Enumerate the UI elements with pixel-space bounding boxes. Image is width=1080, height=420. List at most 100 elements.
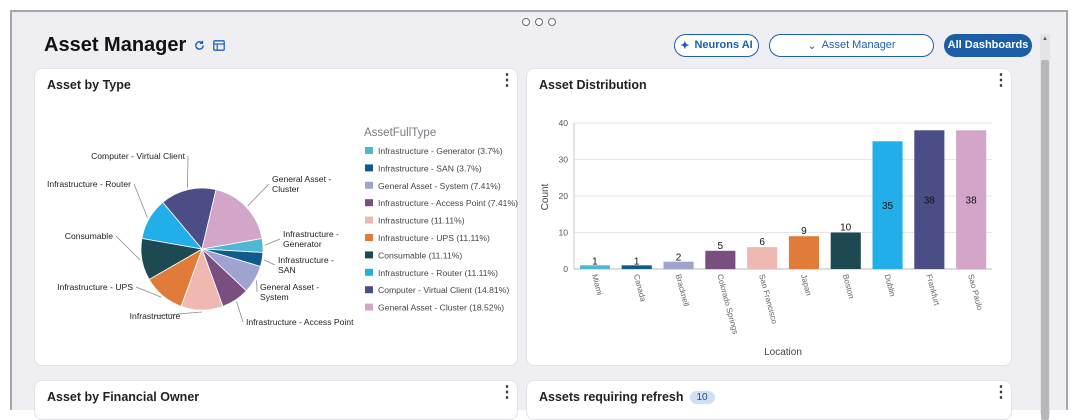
pie-leader-line xyxy=(134,184,147,218)
assets-requiring-refresh-card: Assets requiring refresh 10 ⋮ xyxy=(526,380,1012,420)
legend-item: Consumable (11.11%) xyxy=(378,250,462,260)
dashboard-select[interactable]: ⌄ Asset Manager xyxy=(769,34,934,57)
legend-item: Infrastructure - UPS (11.11%) xyxy=(378,233,490,243)
x-tick-label: Dublin xyxy=(883,273,898,297)
x-tick-label: Colorado Springs xyxy=(715,273,740,335)
x-tick-label: San Francisco xyxy=(757,273,779,325)
legend-item: General Asset - System (7.41%) xyxy=(378,181,501,191)
window-dots xyxy=(522,18,556,26)
layout-icon[interactable] xyxy=(213,40,225,51)
bar-value-label: 10 xyxy=(840,223,852,234)
y-tick-label: 30 xyxy=(558,155,568,165)
asset-by-type-card: Asset by Type ⋮ Infrastructure -Generato… xyxy=(34,68,518,366)
pie-slice-label: Infrastructure xyxy=(130,311,181,321)
page-title: Asset Manager xyxy=(44,34,186,57)
more-options-icon[interactable]: ⋮ xyxy=(499,385,509,401)
bar-value-label: 2 xyxy=(676,253,682,264)
legend-swatch xyxy=(365,304,373,311)
neurons-ai-label: Neurons AI xyxy=(694,39,752,51)
all-dashboards-button[interactable]: All Dashboards xyxy=(944,34,1032,57)
pie-leader-line xyxy=(264,260,275,265)
x-tick-label: Japan xyxy=(799,273,813,296)
x-tick-label: Sao Paulo xyxy=(966,273,984,312)
bar-value-label: 1 xyxy=(592,256,598,267)
y-tick-label: 40 xyxy=(558,118,568,128)
x-tick-label: Boston xyxy=(841,273,856,299)
pie-slice-label: General Asset -System xyxy=(260,282,319,302)
pie-chart: Infrastructure -GeneratorInfrastructure … xyxy=(35,69,519,367)
legend-swatch xyxy=(365,182,373,189)
card-title: Assets requiring refresh 10 xyxy=(539,390,715,404)
scrollbar[interactable]: ▲ xyxy=(1040,34,1050,414)
all-dashboards-label: All Dashboards xyxy=(948,39,1029,51)
window-dot[interactable] xyxy=(535,18,543,26)
bar-chart: 0 10 20 30 40 Count Location 1 Miami 1 Canada 2 Brac… xyxy=(527,69,1013,367)
legend-item: Infrastructure - Generator (3.7%) xyxy=(378,146,503,156)
legend-item: General Asset - Cluster (18.52%) xyxy=(378,303,504,313)
y-tick-label: 10 xyxy=(558,228,568,238)
x-tick-label: Frankfurt xyxy=(924,273,941,307)
y-axis-label: Count xyxy=(540,183,551,210)
bar xyxy=(831,233,861,270)
window-dot[interactable] xyxy=(548,18,556,26)
legend-swatch xyxy=(365,147,373,154)
bar xyxy=(747,247,777,269)
card-title-text: Assets requiring refresh xyxy=(539,390,684,404)
window-dot[interactable] xyxy=(522,18,530,26)
legend-item: Infrastructure - Access Point (7.41%) xyxy=(378,198,518,208)
bar-value-label: 38 xyxy=(924,196,936,207)
y-tick-label: 0 xyxy=(563,264,568,274)
legend-item: Computer - Virtual Client (14.81%) xyxy=(378,285,509,295)
x-tick-label: Canada xyxy=(632,273,648,303)
legend-swatch xyxy=(365,164,373,171)
neurons-ai-button[interactable]: ✦ Neurons AI xyxy=(674,34,759,57)
sparkle-icon: ✦ xyxy=(680,39,689,52)
scroll-up-icon[interactable]: ▲ xyxy=(1040,34,1050,44)
legend-swatch xyxy=(365,234,373,241)
pie-leader-line xyxy=(116,236,140,260)
legend-title: AssetFullType xyxy=(364,127,436,139)
legend-swatch xyxy=(365,251,373,258)
x-tick-label: Miami xyxy=(590,273,604,296)
more-options-icon[interactable]: ⋮ xyxy=(993,385,1003,401)
y-tick-label: 20 xyxy=(558,191,568,201)
legend-swatch xyxy=(365,286,373,293)
pie-slice-label: Infrastructure -SAN xyxy=(278,255,334,275)
bar-value-label: 35 xyxy=(882,201,894,212)
pie-leader-line xyxy=(188,156,189,188)
dashboard-select-value: Asset Manager xyxy=(822,39,896,51)
legend-item: Infrastructure - SAN (3.7%) xyxy=(378,163,482,173)
asset-by-financial-owner-card: Asset by Financial Owner ⋮ xyxy=(34,380,518,420)
pie-slice-label: Consumable xyxy=(65,231,113,241)
pie-slice-label: General Asset -Cluster xyxy=(272,174,331,194)
bar-value-label: 9 xyxy=(801,226,807,237)
header-actions: ✦ Neurons AI ⌄ Asset Manager All Dashboa… xyxy=(674,30,1032,60)
pie-leader-line xyxy=(237,302,243,322)
card-title: Asset by Financial Owner xyxy=(47,390,199,404)
legend-swatch xyxy=(365,269,373,276)
bar xyxy=(789,236,819,269)
bar-value-label: 1 xyxy=(634,256,640,267)
pie-slice-label: Infrastructure - Access Point xyxy=(246,317,354,327)
bar-value-label: 5 xyxy=(718,241,724,252)
pie-slice-label: Computer - Virtual Client xyxy=(91,151,186,161)
legend-swatch xyxy=(365,199,373,206)
legend-swatch xyxy=(365,217,373,224)
scroll-thumb[interactable] xyxy=(1041,60,1049,420)
dashboard-header: Asset Manager ✦ Neurons AI ⌄ Asset Manag… xyxy=(34,30,1054,60)
bar xyxy=(705,251,735,269)
x-axis-label: Location xyxy=(764,347,802,358)
pie-slice-label: Infrastructure - UPS xyxy=(57,282,133,292)
bar-value-label: 6 xyxy=(759,237,765,248)
bar-value-label: 38 xyxy=(966,196,978,207)
refresh-icon[interactable] xyxy=(194,40,205,51)
legend-item: Infrastructure - Router (11.11%) xyxy=(378,268,498,278)
app-window: Asset Manager ✦ Neurons AI ⌄ Asset Manag… xyxy=(10,10,1068,410)
pie-leader-line xyxy=(265,239,280,245)
legend-item: Infrastructure (11.11%) xyxy=(378,216,465,226)
pie-leader-line xyxy=(248,184,269,206)
chevron-down-icon: ⌄ xyxy=(807,39,816,52)
count-badge: 10 xyxy=(690,391,715,404)
x-tick-label: Bracknell xyxy=(674,273,691,307)
